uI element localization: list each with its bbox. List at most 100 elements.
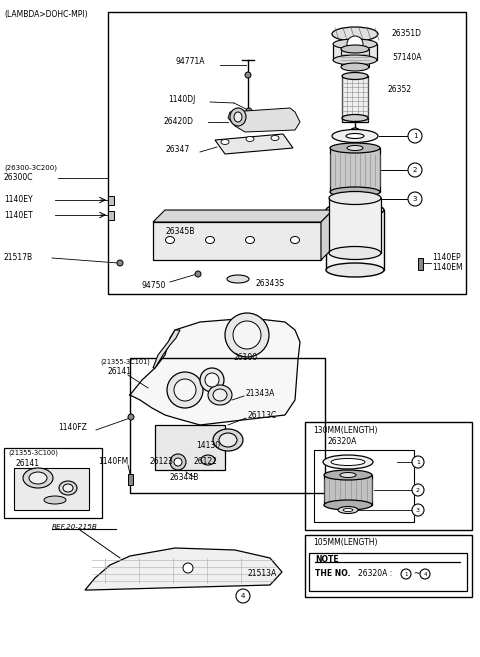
Ellipse shape xyxy=(330,187,380,197)
Bar xyxy=(341,49,369,67)
Ellipse shape xyxy=(347,145,363,150)
Text: 26141: 26141 xyxy=(16,459,40,468)
Polygon shape xyxy=(130,318,300,425)
Text: 2: 2 xyxy=(416,487,420,493)
Text: 1: 1 xyxy=(413,133,417,139)
Ellipse shape xyxy=(342,72,368,79)
Ellipse shape xyxy=(63,484,73,492)
Text: (26300-3C200): (26300-3C200) xyxy=(4,165,57,171)
Bar xyxy=(314,450,414,522)
Ellipse shape xyxy=(331,459,365,466)
Circle shape xyxy=(246,108,252,114)
Text: 26420D: 26420D xyxy=(164,118,194,127)
Ellipse shape xyxy=(326,203,384,217)
Text: 1: 1 xyxy=(416,459,420,464)
Circle shape xyxy=(205,373,219,387)
Ellipse shape xyxy=(326,263,384,277)
Ellipse shape xyxy=(336,194,374,204)
Text: 1140EP: 1140EP xyxy=(432,254,461,263)
Circle shape xyxy=(412,456,424,468)
Ellipse shape xyxy=(342,114,368,122)
Bar xyxy=(326,210,384,270)
Circle shape xyxy=(408,163,422,177)
Text: 94771A: 94771A xyxy=(175,58,204,66)
Ellipse shape xyxy=(329,191,381,204)
Text: REF.20-215B: REF.20-215B xyxy=(52,524,98,530)
Ellipse shape xyxy=(341,63,369,71)
Ellipse shape xyxy=(346,133,364,139)
Text: 3: 3 xyxy=(416,507,420,512)
Polygon shape xyxy=(153,330,180,368)
Ellipse shape xyxy=(338,507,358,514)
Circle shape xyxy=(225,313,269,357)
Text: 26344B: 26344B xyxy=(170,472,199,482)
Circle shape xyxy=(174,458,182,466)
Text: 3: 3 xyxy=(413,196,417,202)
Bar xyxy=(153,222,321,260)
Ellipse shape xyxy=(246,137,254,141)
Circle shape xyxy=(408,129,422,143)
Text: 1140DJ: 1140DJ xyxy=(168,95,195,104)
Bar xyxy=(330,148,380,192)
Circle shape xyxy=(408,192,422,206)
Ellipse shape xyxy=(323,455,373,469)
Bar xyxy=(128,474,133,485)
Bar xyxy=(309,553,467,591)
Bar xyxy=(342,76,368,122)
Text: 26352: 26352 xyxy=(388,85,412,95)
Circle shape xyxy=(128,414,134,420)
Ellipse shape xyxy=(230,108,246,126)
Ellipse shape xyxy=(234,112,242,122)
Bar xyxy=(14,468,89,510)
Text: (LAMBDA>DOHC-MPI): (LAMBDA>DOHC-MPI) xyxy=(4,9,88,18)
Ellipse shape xyxy=(341,45,369,53)
Ellipse shape xyxy=(271,135,279,141)
Bar xyxy=(329,198,381,253)
Bar xyxy=(418,258,423,270)
Polygon shape xyxy=(228,108,300,132)
Circle shape xyxy=(245,72,251,78)
Text: 26347: 26347 xyxy=(166,145,190,154)
Text: 26320A :: 26320A : xyxy=(358,570,395,579)
Text: 1140EM: 1140EM xyxy=(432,263,463,273)
Text: 1140FZ: 1140FZ xyxy=(58,424,87,432)
Bar xyxy=(155,425,225,470)
Text: 1140FM: 1140FM xyxy=(98,457,128,466)
Circle shape xyxy=(401,569,411,579)
Circle shape xyxy=(183,563,193,573)
Circle shape xyxy=(195,271,201,277)
Text: 1140EY: 1140EY xyxy=(4,196,33,204)
Ellipse shape xyxy=(213,429,243,451)
Ellipse shape xyxy=(219,433,237,447)
Ellipse shape xyxy=(332,129,378,143)
Text: 26351D: 26351D xyxy=(392,30,422,39)
Polygon shape xyxy=(153,210,333,222)
Text: NOTE: NOTE xyxy=(315,556,338,564)
Bar xyxy=(130,358,325,493)
Ellipse shape xyxy=(166,237,175,244)
Bar xyxy=(4,448,102,518)
Text: 26300C: 26300C xyxy=(4,173,34,183)
Text: 26343S: 26343S xyxy=(256,279,285,288)
Text: 26100: 26100 xyxy=(233,353,257,363)
Polygon shape xyxy=(321,210,333,260)
Text: 26123: 26123 xyxy=(150,457,174,466)
Text: (21355-3C101): (21355-3C101) xyxy=(100,359,150,365)
Circle shape xyxy=(412,484,424,496)
Circle shape xyxy=(200,368,224,392)
Ellipse shape xyxy=(201,455,215,465)
Text: 4: 4 xyxy=(241,593,245,599)
Ellipse shape xyxy=(227,275,249,283)
Circle shape xyxy=(236,589,250,603)
Text: 1: 1 xyxy=(404,572,408,576)
Ellipse shape xyxy=(329,246,381,260)
Text: 21343A: 21343A xyxy=(245,388,275,397)
Bar xyxy=(305,422,472,530)
Ellipse shape xyxy=(332,27,378,41)
Polygon shape xyxy=(215,134,293,154)
Ellipse shape xyxy=(333,39,377,49)
Ellipse shape xyxy=(29,472,47,484)
Text: 26122: 26122 xyxy=(194,457,218,466)
Ellipse shape xyxy=(59,481,77,495)
Circle shape xyxy=(170,454,186,470)
